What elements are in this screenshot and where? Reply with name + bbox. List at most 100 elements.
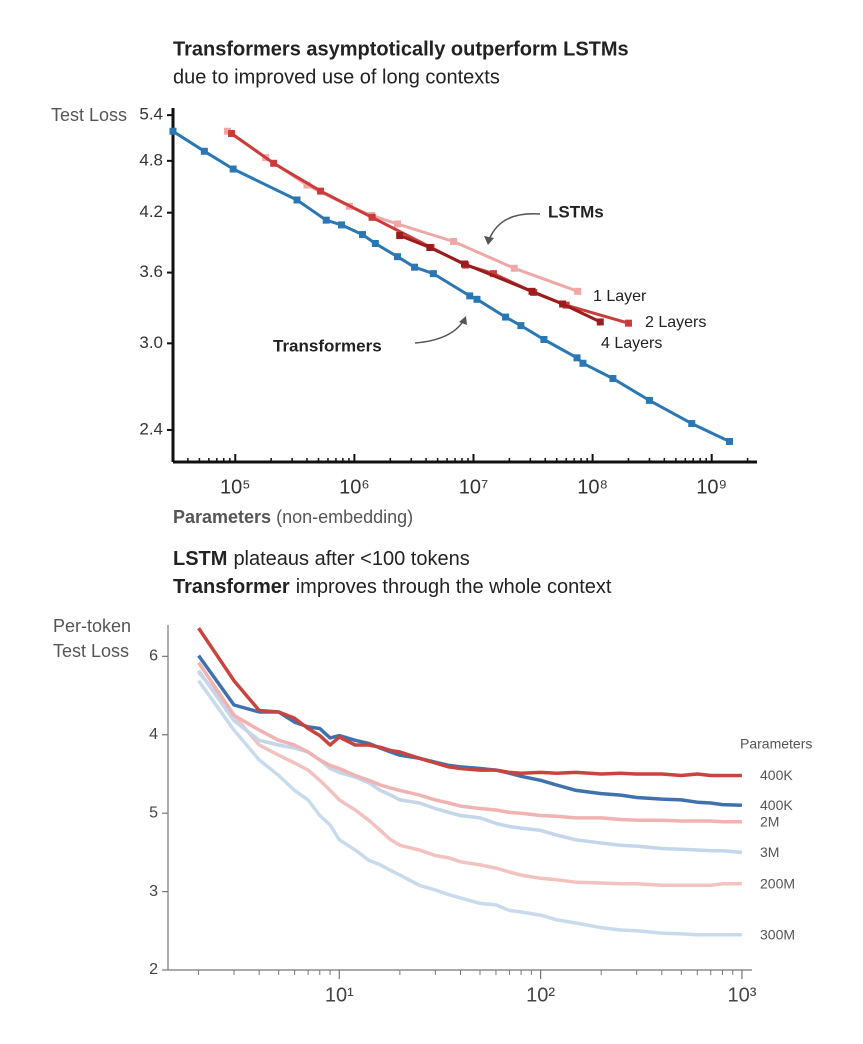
marker bbox=[270, 159, 278, 167]
marker bbox=[609, 375, 617, 383]
marker bbox=[411, 263, 419, 271]
marker bbox=[688, 420, 696, 428]
y-tick-label: 6 bbox=[149, 648, 158, 665]
chart-title-line: Transformer improves through the whole co… bbox=[173, 576, 612, 598]
marker bbox=[303, 181, 311, 189]
series-label: 400K bbox=[760, 767, 793, 783]
arrow bbox=[414, 319, 465, 344]
series-label: 2 Layers bbox=[645, 314, 706, 331]
series-line bbox=[197, 661, 742, 824]
x-tick-label: 10⁸ bbox=[577, 476, 608, 498]
y-tick-label: 4 bbox=[149, 726, 158, 743]
y-axis-label: Test Loss bbox=[51, 105, 127, 125]
marker bbox=[371, 239, 379, 247]
x-tick-label: 10² bbox=[526, 984, 555, 1006]
x-axis-label-main: Parameters bbox=[173, 507, 271, 527]
series-line bbox=[226, 130, 579, 293]
marker bbox=[473, 295, 481, 303]
marker bbox=[322, 216, 330, 224]
arrow-head bbox=[484, 236, 494, 245]
arrow-head bbox=[459, 316, 467, 325]
series-label: 1 Layer bbox=[593, 288, 647, 305]
y-tick-label: 2.4 bbox=[139, 419, 163, 438]
y-tick-label: 5.4 bbox=[139, 105, 163, 124]
legend-title: Parameters bbox=[740, 736, 812, 752]
series-label: 400K bbox=[760, 797, 793, 813]
series-line bbox=[197, 670, 742, 888]
marker bbox=[359, 231, 367, 239]
y-tick-label: 4.2 bbox=[139, 202, 163, 221]
x-tick-label: 10⁷ bbox=[459, 476, 488, 498]
marker bbox=[502, 313, 510, 321]
y-axis-label: Per-token bbox=[53, 616, 131, 636]
marker bbox=[393, 220, 401, 228]
chart-subtitle: due to improved use of long contexts bbox=[173, 66, 500, 88]
title-bold: Transformer bbox=[173, 576, 290, 598]
x-tick-label: 10⁶ bbox=[339, 476, 369, 498]
marker bbox=[596, 318, 604, 326]
marker bbox=[645, 396, 653, 404]
marker bbox=[725, 437, 733, 445]
series-label: Transformers bbox=[273, 336, 382, 355]
marker bbox=[429, 270, 437, 278]
marker bbox=[317, 187, 325, 195]
y-axis-label: Test Loss bbox=[53, 641, 129, 661]
series-label: 3M bbox=[760, 844, 779, 860]
chart-title-line: LSTM plateaus after <100 tokens bbox=[173, 548, 470, 570]
y-tick-label: 4.8 bbox=[139, 150, 163, 169]
marker bbox=[338, 221, 346, 229]
series-line bbox=[197, 669, 743, 855]
marker bbox=[223, 127, 231, 135]
marker bbox=[228, 130, 236, 138]
chart-title: Transformers asymptotically outperform L… bbox=[173, 38, 629, 60]
marker bbox=[579, 359, 587, 367]
marker bbox=[559, 300, 567, 308]
marker bbox=[368, 213, 376, 221]
marker bbox=[169, 127, 177, 135]
y-tick-label: 3 bbox=[149, 883, 158, 900]
series-label: 2M bbox=[760, 814, 779, 830]
marker bbox=[489, 270, 497, 278]
marker bbox=[229, 165, 237, 173]
marker bbox=[510, 264, 518, 272]
marker bbox=[573, 354, 581, 362]
marker bbox=[460, 260, 468, 268]
marker bbox=[396, 232, 404, 240]
series-label: 200M bbox=[760, 875, 795, 891]
x-axis-label: Parameters (non-embedding) bbox=[173, 507, 413, 527]
x-tick-label: 10⁹ bbox=[696, 476, 727, 498]
marker bbox=[200, 147, 208, 155]
series-label: 4 Layers bbox=[601, 335, 662, 352]
title-bold: LSTM bbox=[173, 548, 227, 570]
marker bbox=[517, 322, 525, 330]
marker bbox=[393, 253, 401, 261]
x-tick-label: 10³ bbox=[727, 984, 756, 1006]
marker bbox=[426, 243, 434, 251]
series-line bbox=[197, 654, 742, 808]
annotation: LSTMs bbox=[548, 202, 604, 221]
y-tick-label: 3.6 bbox=[139, 262, 163, 281]
series-line bbox=[197, 679, 742, 937]
x-tick-label: 10⁵ bbox=[220, 476, 251, 498]
arrow bbox=[488, 213, 541, 241]
series-line bbox=[230, 132, 629, 325]
title-rest: plateaus after <100 tokens bbox=[233, 548, 469, 570]
series-line bbox=[197, 627, 742, 778]
marker bbox=[624, 319, 632, 327]
marker bbox=[574, 287, 582, 295]
series-line bbox=[172, 130, 731, 443]
y-tick-label: 3.0 bbox=[139, 333, 163, 352]
series-line bbox=[399, 234, 601, 324]
marker bbox=[540, 335, 548, 343]
marker bbox=[466, 292, 474, 300]
series-label: 300M bbox=[760, 926, 795, 942]
y-tick-label: 5 bbox=[149, 804, 158, 821]
marker bbox=[450, 237, 458, 245]
title-rest: improves through the whole context bbox=[296, 576, 612, 598]
x-tick-label: 10¹ bbox=[325, 984, 354, 1006]
marker bbox=[528, 287, 536, 295]
marker bbox=[293, 196, 301, 204]
y-tick-label: 2 bbox=[149, 961, 158, 978]
x-axis-label-note: (non-embedding) bbox=[276, 507, 413, 527]
